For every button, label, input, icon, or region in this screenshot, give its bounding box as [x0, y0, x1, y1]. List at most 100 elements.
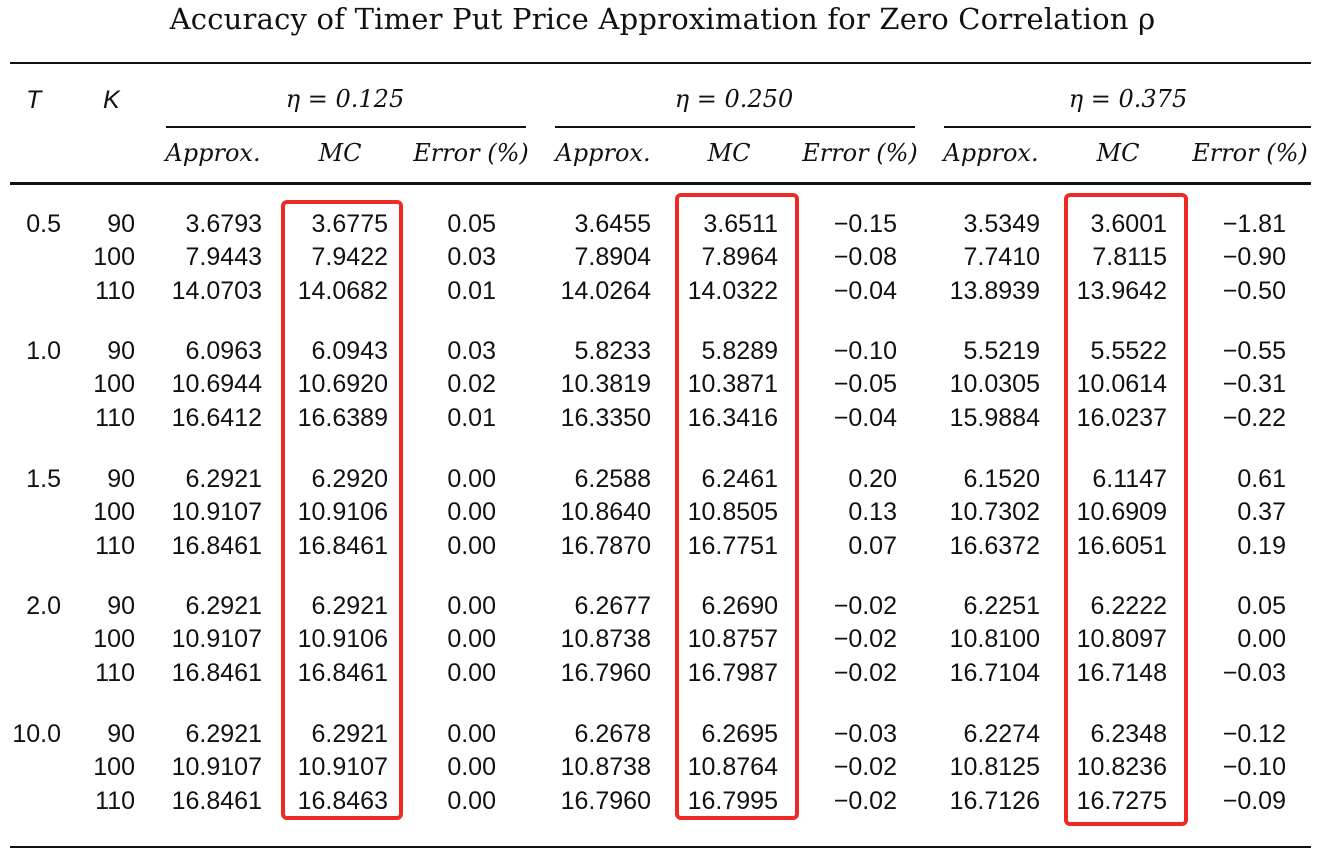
k-header: K — [103, 86, 120, 114]
mc-cell: 3.6001 — [1090, 210, 1167, 238]
approx-cell: 6.2678 — [574, 720, 651, 748]
error-cell: −0.03 — [833, 720, 897, 748]
approx-cell: 10.8738 — [560, 625, 651, 654]
mc-cell: 13.9642 — [1076, 276, 1167, 305]
mc-cell: 10.8236 — [1076, 753, 1167, 782]
approx-cell: 16.3350 — [560, 403, 651, 432]
mc-cell: 16.7751 — [687, 531, 778, 560]
mc-header: MC — [707, 139, 751, 167]
mc-cell: 10.8505 — [687, 498, 778, 527]
mc-cell: 7.9422 — [311, 243, 388, 272]
mc-cell: 6.2921 — [311, 592, 388, 620]
approx-cell: 10.9107 — [171, 625, 262, 654]
approx-cell: 3.5349 — [963, 210, 1040, 238]
approx-cell: 7.7410 — [963, 243, 1040, 272]
error-header: Error (%) — [802, 139, 918, 167]
error-cell: 0.03 — [447, 243, 496, 272]
error-cell: −0.02 — [833, 658, 897, 687]
approx-cell: 10.8125 — [949, 753, 1040, 782]
error-cell: −0.02 — [833, 786, 897, 815]
mc-cell: 16.6051 — [1076, 531, 1167, 560]
error-cell: −0.02 — [833, 625, 897, 654]
error-header: Error (%) — [1192, 139, 1308, 167]
mc-cell: 7.8964 — [701, 243, 778, 272]
eta-group-header: η = 0.250 — [674, 85, 794, 113]
strike-cell: 110 — [95, 658, 135, 687]
error-cell: −0.05 — [833, 370, 897, 399]
mc-cell: 10.3871 — [687, 370, 778, 399]
error-cell: 0.00 — [447, 498, 496, 527]
maturity-cell: 0.5 — [26, 210, 61, 238]
error-cell: −0.04 — [833, 403, 897, 432]
error-cell: 0.00 — [447, 658, 496, 687]
mc-cell: 16.3416 — [687, 403, 778, 432]
approx-cell: 6.2251 — [963, 592, 1040, 620]
error-cell: −0.12 — [1222, 720, 1286, 748]
strike-cell: 90 — [107, 210, 135, 238]
mc-cell: 10.8097 — [1076, 625, 1167, 654]
mc-cell: 16.8461 — [297, 658, 388, 687]
mc-header: MC — [1096, 139, 1140, 167]
error-cell: 0.00 — [447, 625, 496, 654]
approx-cell: 16.7960 — [560, 786, 651, 815]
approx-cell: 14.0703 — [171, 276, 262, 305]
error-cell: −0.10 — [1222, 753, 1286, 782]
error-cell: 0.02 — [447, 370, 496, 399]
strike-cell: 100 — [93, 243, 135, 272]
maturity-cell: 1.0 — [26, 337, 61, 365]
mc-cell: 16.7148 — [1076, 658, 1167, 687]
error-cell: −0.31 — [1222, 370, 1286, 399]
mc-cell: 6.2920 — [311, 465, 388, 493]
approx-cell: 6.2274 — [963, 720, 1040, 748]
mc-cell: 6.1147 — [1092, 465, 1167, 493]
strike-cell: 110 — [95, 786, 135, 815]
approx-cell: 5.5219 — [963, 337, 1040, 365]
approx-cell: 16.6372 — [949, 531, 1040, 560]
strike-cell: 100 — [93, 625, 135, 654]
error-cell: 0.37 — [1237, 498, 1286, 527]
mc-header: MC — [318, 139, 362, 167]
top-rule — [10, 62, 1311, 64]
error-cell: 0.03 — [447, 337, 496, 365]
error-cell: −0.03 — [1222, 658, 1286, 687]
error-cell: −0.08 — [833, 243, 897, 272]
mc-cell: 16.0237 — [1076, 403, 1167, 432]
error-cell: 0.05 — [447, 210, 496, 238]
approx-cell: 10.6944 — [171, 370, 262, 399]
mc-cell: 16.7275 — [1076, 786, 1167, 815]
group-rule-2 — [555, 126, 915, 128]
mc-cell: 16.8463 — [297, 786, 388, 815]
mc-cell: 6.2695 — [701, 720, 778, 748]
maturity-cell: 10.0 — [12, 720, 61, 748]
mc-highlight-eta-0375 — [1064, 193, 1188, 826]
approx-cell: 7.9443 — [185, 243, 262, 272]
approx-cell: 10.3819 — [560, 370, 651, 399]
error-cell: 0.19 — [1237, 531, 1286, 560]
error-cell: 0.00 — [447, 465, 496, 493]
mc-highlight-eta-0125 — [281, 200, 403, 820]
error-cell: 0.00 — [447, 531, 496, 560]
mc-cell: 6.2348 — [1090, 720, 1167, 748]
strike-cell: 100 — [93, 753, 135, 782]
error-cell: 0.01 — [447, 276, 496, 305]
approx-cell: 6.2921 — [185, 465, 262, 493]
error-cell: 0.00 — [447, 720, 496, 748]
error-cell: 0.61 — [1237, 465, 1286, 493]
mc-cell: 6.2461 — [701, 465, 778, 493]
approx-cell: 16.6412 — [171, 403, 262, 432]
approx-cell: 10.8640 — [560, 498, 651, 527]
mc-cell: 5.5522 — [1090, 337, 1167, 365]
strike-cell: 100 — [93, 370, 135, 399]
approx-cell: 6.0963 — [185, 337, 262, 365]
mc-highlight-eta-0250 — [675, 193, 799, 820]
maturity-cell: 2.0 — [26, 592, 61, 620]
approx-header: Approx. — [555, 139, 651, 167]
t-header: T — [26, 86, 42, 114]
approx-cell: 16.8461 — [171, 531, 262, 560]
mc-cell: 5.8289 — [701, 337, 778, 365]
strike-cell: 90 — [107, 337, 135, 365]
mc-cell: 16.7995 — [687, 786, 778, 815]
mc-cell: 10.8757 — [687, 625, 778, 654]
approx-cell: 16.7960 — [560, 658, 651, 687]
